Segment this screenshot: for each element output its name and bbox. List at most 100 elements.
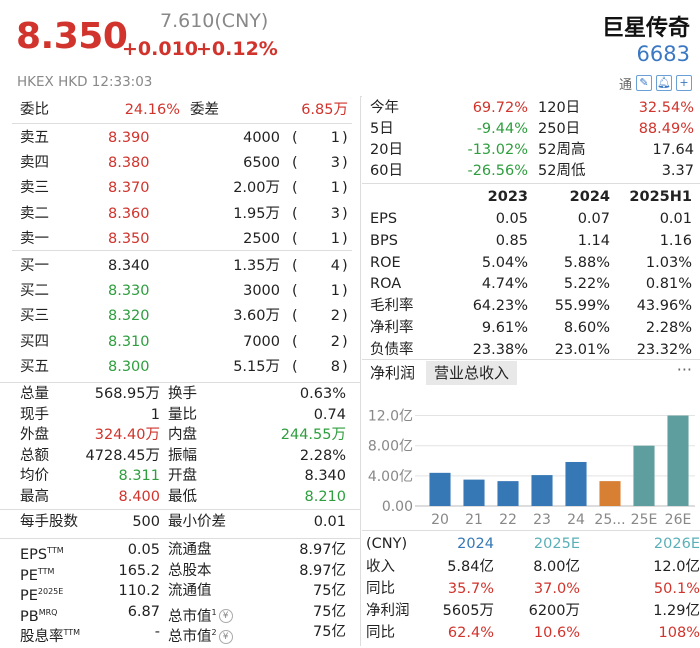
level-count: 4 [330, 258, 340, 274]
fin-label: 净利率 [370, 320, 414, 336]
financials: 2023 2024 2025H1 EPS 0.05 0.07 0.01 BPS 0.85 1.14… [362, 184, 700, 360]
level-volume: 4000 [243, 130, 280, 146]
fin-header: 2023 2024 2025H1 [362, 186, 700, 208]
perf-label: 5日 [370, 121, 394, 137]
forecast-table: (CNY) 2024 2025E 2026E 收入 5.84亿 8.00亿 12.0亿 同比 35… [362, 530, 700, 646]
perf-value: 3.37 [661, 163, 694, 179]
bar[interactable] [667, 415, 689, 506]
fin-label: ROE [370, 254, 401, 271]
stat-value: 4728.45万 [85, 447, 160, 464]
forecast-value: 10.6% [533, 625, 580, 641]
perf-label: 今年 [370, 100, 399, 116]
fin-year: 2023 [487, 189, 528, 205]
valuation: EPSTTM 0.05 流通盘 8.97亿 PETTM 165.2 总股本 8.97亿 PE20… [0, 538, 360, 646]
stat-label: 均价 [20, 468, 49, 484]
fin-value: 0.07 [577, 211, 610, 227]
bell-icon[interactable]: 🔔︎ [656, 75, 672, 91]
currency-icon[interactable]: ¥ [218, 629, 233, 644]
add-icon[interactable]: + [676, 75, 692, 91]
fin-value: 1.03% [645, 254, 692, 271]
forecast-value: 5605万 [442, 603, 494, 619]
fin-value: 23.01% [554, 341, 610, 358]
x-tick-label: 26E [665, 512, 692, 528]
forecast-value: 35.7% [447, 581, 494, 597]
forecast-label: 收入 [366, 559, 395, 575]
level-label: 买二 [20, 283, 49, 300]
level-count: 2 [330, 333, 340, 350]
tab-revenue[interactable]: 营业总收入 [426, 361, 518, 385]
ask-row[interactable]: 卖四 8.380 6500 (3) [20, 151, 350, 175]
fin-row: BPS 0.85 1.14 1.16 [370, 230, 700, 252]
forecast-value: 37.0% [533, 581, 580, 597]
level-price: 8.380 [108, 155, 150, 172]
stat-value: 2.28% [299, 447, 346, 464]
x-tick-label: 25E [631, 512, 658, 528]
fin-value: 0.85 [495, 232, 528, 249]
level-label: 买三 [20, 308, 49, 325]
fin-value: 5.22% [563, 276, 610, 293]
bar[interactable] [497, 481, 519, 506]
x-tick-label: 22 [499, 512, 517, 528]
bar[interactable] [565, 461, 587, 506]
tab-net-profit[interactable]: 净利润 [370, 364, 416, 382]
valuation-label-text: 流通值 [168, 583, 212, 599]
paren: ) [342, 180, 348, 197]
bar[interactable] [429, 472, 451, 506]
net-profit-chart: 12.0亿 8.00亿 4.00亿 0.00 20 21 22 23 24 25... 25E 26E [363, 388, 700, 528]
bar[interactable] [633, 445, 655, 506]
level-count: 2 [330, 308, 340, 325]
chart-svg: 12.0亿 8.00亿 4.00亿 0.00 20 21 22 23 24 25... 25E 26E [368, 409, 695, 528]
stat-value: 8.311 [118, 468, 160, 484]
fin-value: 64.23% [472, 298, 528, 315]
ask-row[interactable]: 卖三 8.370 2.00万 (1) [20, 176, 350, 200]
bid-row[interactable]: 买一 8.340 1.35万 (4) [20, 254, 350, 278]
weibi-label: 委比 [20, 102, 49, 118]
valuation-sup: 1 [211, 607, 217, 617]
bid-row[interactable]: 买五 8.300 5.15万 (8) [20, 355, 350, 379]
stat-row: 总额 4728.45万 振幅 2.28% [20, 446, 350, 467]
level-count: 8 [330, 358, 340, 375]
level-price: 8.350 [108, 230, 150, 247]
level-count: 1 [330, 130, 340, 146]
edit-icon[interactable]: ✎ [636, 75, 652, 91]
bid-row[interactable]: 买三 8.320 3.60万 (2) [20, 304, 350, 328]
perf-label: 250日 [538, 121, 581, 137]
ask-row[interactable]: 卖二 8.360 1.95万 (3) [20, 202, 350, 226]
fin-value: 23.32% [636, 341, 692, 358]
valuation-row: PETTM 165.2 总股本 8.97亿 [20, 561, 350, 584]
stat-row: 最高 8.400 最低 8.210 [20, 487, 350, 508]
valuation-label-text: PE [20, 567, 38, 584]
divider [12, 250, 352, 251]
stat-label: 总额 [20, 447, 49, 464]
fin-label: EPS [370, 211, 398, 227]
stat-row: 现手 1 量比 0.74 [20, 405, 350, 426]
order-book: 委比 24.16% 委差 6.85万 卖五 8.390 4000 (1) 卖四 8.380 6500… [0, 96, 360, 386]
more-icon[interactable]: ··· [676, 360, 692, 379]
currency-icon[interactable]: ¥ [218, 609, 233, 624]
valuation-label-text: PB [20, 608, 39, 625]
forecast-label: 同比 [366, 625, 395, 641]
fin-value: 4.74% [481, 276, 528, 293]
level-volume: 1.95万 [233, 205, 280, 222]
stat-label: 振幅 [168, 447, 197, 464]
forecast-value: 6200万 [528, 603, 580, 619]
stat-label: 开盘 [168, 468, 197, 484]
bar[interactable] [599, 481, 621, 506]
valuation-value: - [154, 624, 160, 640]
perf-value: 17.64 [652, 142, 694, 158]
stat-value: 568.95万 [94, 386, 160, 402]
tong-label[interactable]: 通 [618, 77, 632, 93]
bid-row[interactable]: 买二 8.330 3000 (1) [20, 279, 350, 303]
valuation-sup: MRQ [38, 607, 58, 617]
bar[interactable] [463, 479, 485, 506]
ask-row[interactable]: 卖五 8.390 4000 (1) [20, 126, 350, 150]
bid-row[interactable]: 买四 8.310 7000 (2) [20, 330, 350, 354]
quote-header: 8.350 7.610(CNY) +0.010 +0.12% 巨星传奇 6683… [0, 0, 700, 96]
fin-row: 净利率 9.61% 8.60% 2.28% [370, 317, 700, 339]
forecast-value: 1.29亿 [653, 603, 700, 619]
ask-row[interactable]: 卖一 8.350 2500 (1) [20, 227, 350, 251]
fin-value: 5.04% [481, 254, 528, 271]
paren: ) [342, 333, 348, 350]
bar[interactable] [531, 475, 553, 506]
forecast-currency: (CNY) [366, 536, 408, 552]
